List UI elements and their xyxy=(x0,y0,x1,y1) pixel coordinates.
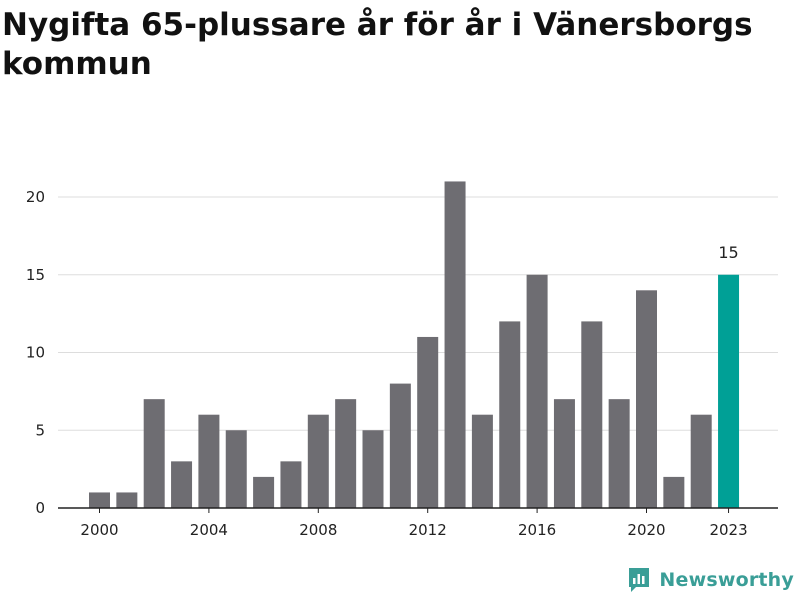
bar-2017 xyxy=(553,399,575,508)
bar-2018 xyxy=(581,321,603,508)
x-axis: 2000 2004 2008 2012 2016 2020 2023 xyxy=(58,507,778,539)
bar-2014 xyxy=(471,414,493,508)
brand-name: Newsworthy xyxy=(659,569,794,591)
newsworthy-icon xyxy=(629,568,650,592)
bar-2006 xyxy=(253,476,275,508)
bar-2002 xyxy=(143,399,165,508)
data-label-2023: 15 xyxy=(718,243,738,262)
bar-2007 xyxy=(280,461,302,508)
x-tick-label-2008: 2008 xyxy=(299,521,337,539)
bar-2001 xyxy=(116,492,138,508)
x-tick-label-2000: 2000 xyxy=(80,521,118,539)
x-tick-label-2023: 2023 xyxy=(709,521,747,539)
x-tick-label-2020: 2020 xyxy=(627,521,665,539)
y-tick-label-20: 20 xyxy=(26,188,45,206)
bar-2011 xyxy=(389,383,411,508)
data-labels: 15 xyxy=(718,243,738,262)
newsworthy-logo: Newsworthy xyxy=(627,566,794,594)
bar-2010 xyxy=(362,430,384,508)
x-tick-label-2004: 2004 xyxy=(190,521,228,539)
y-tick-label-15: 15 xyxy=(26,266,45,284)
bar-2019 xyxy=(608,399,630,508)
bar-2000 xyxy=(89,492,110,508)
bar-2021 xyxy=(663,476,685,508)
bar-2020 xyxy=(636,290,657,508)
y-tick-label-0: 0 xyxy=(35,499,45,517)
x-tick-label-2012: 2012 xyxy=(409,521,447,539)
bar-2023 xyxy=(718,274,740,508)
bar-2004 xyxy=(198,414,220,508)
bar-2012 xyxy=(417,336,439,508)
y-tick-label-5: 5 xyxy=(35,421,45,439)
bar-2022 xyxy=(690,414,712,508)
y-axis: 0 5 10 15 20 xyxy=(26,188,45,517)
bar-2015 xyxy=(499,321,521,508)
bar-2009 xyxy=(335,399,357,508)
bar-2008 xyxy=(307,414,329,508)
bar-2013 xyxy=(444,181,466,508)
bar-2005 xyxy=(225,430,247,508)
bars xyxy=(89,181,740,508)
chart-title: Nygifta 65-plussare år för år i Vänersbo… xyxy=(2,7,753,82)
bar-2016 xyxy=(526,274,548,508)
bar-2003 xyxy=(171,461,193,508)
y-tick-label-10: 10 xyxy=(26,344,45,362)
x-tick-label-2016: 2016 xyxy=(518,521,556,539)
